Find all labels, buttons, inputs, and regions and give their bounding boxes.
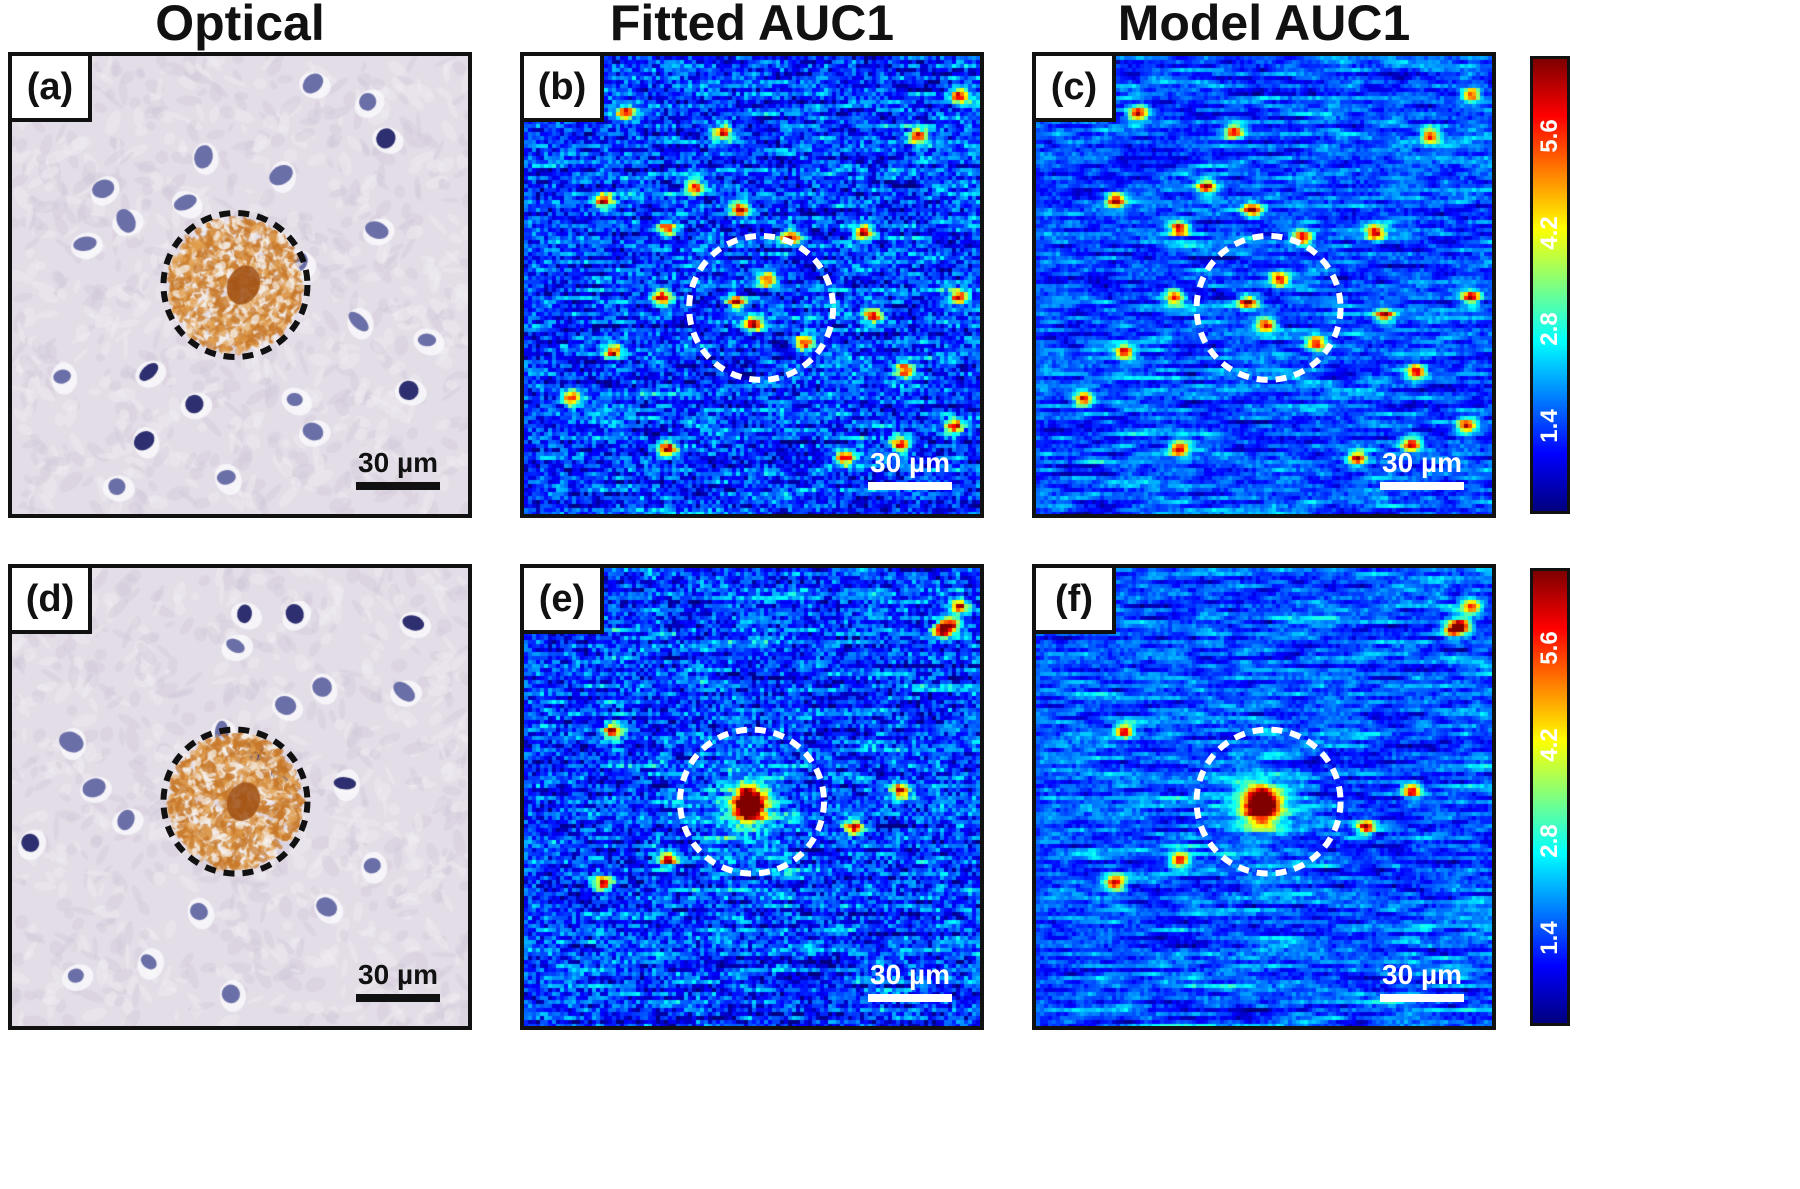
panel-d-optical: (d) 30 µm: [8, 564, 472, 1030]
colorbar-top-tick: 5.6: [1536, 119, 1563, 153]
panel-label: (a): [12, 56, 92, 122]
plaque-outline: [677, 726, 827, 877]
colorbar-bottom-tick: 5.6: [1536, 631, 1563, 665]
plaque-dashed-circle: [686, 232, 837, 383]
colorbar-gradient: [1533, 59, 1567, 511]
colorbar-gradient: [1533, 571, 1567, 1023]
plaque-outline: [160, 210, 311, 360]
panel-a-optical: (a) 30 µm: [8, 52, 472, 518]
panel-f-model-auc1: (f) 30 µm: [1032, 564, 1496, 1030]
panel-b-fitted-auc1: (b) 30 µm: [520, 52, 984, 518]
panel-c-model-auc1: (c) 30 µm: [1032, 52, 1496, 518]
colorbar-top-tick: 1.4: [1536, 409, 1563, 443]
scale-bar-line: [868, 994, 952, 1002]
plaque-dashed-circle: [1193, 726, 1344, 877]
column-title-optical: Optical: [155, 0, 325, 51]
plaque-dashed-circle: [160, 210, 311, 360]
scale-bar-label: 30 µm: [358, 959, 438, 990]
scale-bar: 30 µm: [1380, 960, 1464, 1002]
model-auc1-map: [1036, 56, 1492, 514]
fitted-auc1-map: [524, 568, 980, 1026]
plaque-outline: [160, 726, 311, 877]
column-title-model-auc1: Model AUC1: [1117, 0, 1411, 51]
optical-micrograph: [12, 568, 468, 1026]
colorbar-bottom: [1530, 568, 1570, 1026]
scale-bar-line: [356, 994, 440, 1002]
scale-bar-label: 30 µm: [1382, 447, 1462, 478]
scale-bar: 30 µm: [1380, 448, 1464, 490]
colorbar-top-tick: 4.2: [1536, 216, 1563, 250]
scale-bar-label: 30 µm: [870, 959, 950, 990]
scale-bar-label: 30 µm: [1382, 959, 1462, 990]
plaque-outline: [686, 232, 837, 383]
colorbar-top: [1530, 56, 1570, 514]
optical-micrograph: [12, 56, 468, 514]
panel-label: (e): [524, 568, 604, 634]
scale-bar: 30 µm: [868, 448, 952, 490]
fitted-auc1-map: [524, 56, 980, 514]
column-title-fitted-auc1: Fitted AUC1: [609, 0, 895, 51]
plaque-outline: [1193, 232, 1344, 383]
plaque-dashed-circle: [1193, 232, 1344, 383]
scale-bar-line: [1380, 994, 1464, 1002]
plaque-dashed-circle: [160, 726, 311, 877]
panel-label: (f): [1036, 568, 1116, 634]
scale-bar-label: 30 µm: [358, 447, 438, 478]
panel-e-fitted-auc1: (e) 30 µm: [520, 564, 984, 1030]
scale-bar: 30 µm: [868, 960, 952, 1002]
colorbar-bottom-tick: 1.4: [1536, 921, 1563, 955]
scale-bar: 30 µm: [356, 448, 440, 490]
scale-bar: 30 µm: [356, 960, 440, 1002]
panel-label: (c): [1036, 56, 1116, 122]
colorbar-bottom-tick: 4.2: [1536, 728, 1563, 762]
scale-bar-line: [1380, 482, 1464, 490]
plaque-outline: [1193, 726, 1344, 877]
scale-bar-line: [356, 482, 440, 490]
panel-label: (b): [524, 56, 604, 122]
scale-bar-line: [868, 482, 952, 490]
plaque-dashed-circle: [677, 726, 827, 877]
model-auc1-map: [1036, 568, 1492, 1026]
panel-label: (d): [12, 568, 92, 634]
colorbar-top-tick: 2.8: [1536, 312, 1563, 346]
scale-bar-label: 30 µm: [870, 447, 950, 478]
colorbar-bottom-tick: 2.8: [1536, 824, 1563, 858]
